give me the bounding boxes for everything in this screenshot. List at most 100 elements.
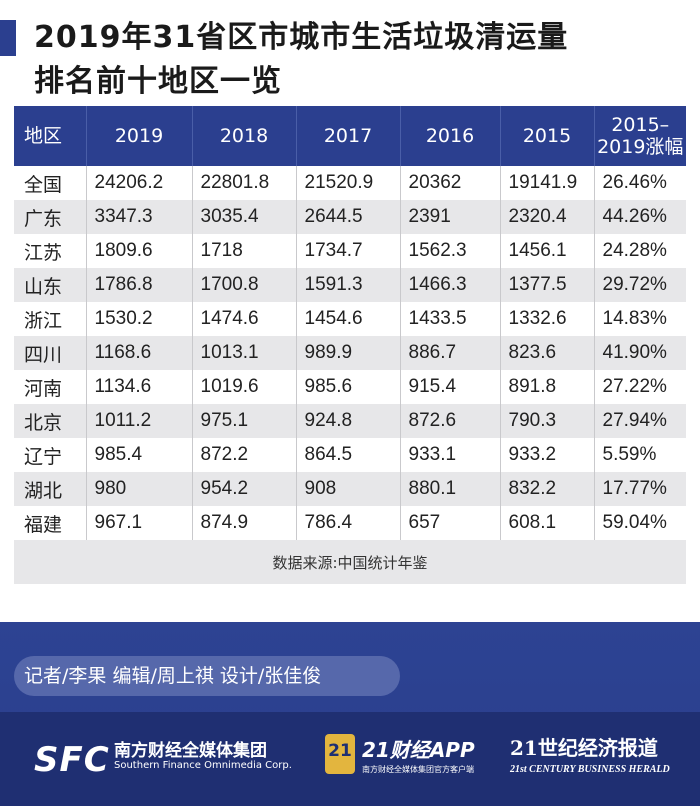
value-cell: 1718 [192, 234, 297, 268]
herald-chinese-name: 21世纪经济报道 [510, 736, 658, 760]
column-header-label: 2018 [219, 125, 269, 147]
sfc-logo: SFC [34, 740, 110, 780]
value-cell: 933.1 [400, 438, 501, 472]
value-cell: 823.6 [500, 336, 595, 370]
page-subtitle: 排名前十地区一览 [34, 64, 282, 99]
column-header: 2016 [400, 106, 501, 166]
column-header: 2015 [500, 106, 595, 166]
page-title: 2019年31省区市城市生活垃圾清运量 [34, 20, 569, 55]
value-cell: 1530.2 [86, 302, 193, 336]
value-cell: 954.2 [192, 472, 297, 506]
value-cell: 1013.1 [192, 336, 297, 370]
value-cell: 21520.9 [296, 166, 401, 200]
value-cell: 3035.4 [192, 200, 297, 234]
value-cell: 1809.6 [86, 234, 193, 268]
value-cell: 967.1 [86, 506, 193, 540]
table-row: 北京 1011.2 975.1 924.8 872.6 790.3 27.94% [14, 404, 686, 438]
value-cell: 1734.7 [296, 234, 401, 268]
value-cell: 26.46% [602, 172, 667, 193]
value-cell: 790.3 [500, 404, 595, 438]
source-row: 数据来源:中国统计年鉴 [14, 540, 686, 584]
value-cell: 891.8 [500, 370, 595, 404]
table-row: 四川 1168.6 1013.1 989.9 886.7 823.6 41.90% [14, 336, 686, 370]
value-cell: 2644.5 [296, 200, 401, 234]
data-table-container: 地区 2019 2018 2017 2016 2015 2015– 2019涨幅 全国 2420… [14, 106, 686, 624]
value-cell: 41.90% [602, 342, 667, 363]
region-cell: 北京 [14, 404, 87, 438]
value-cell: 915.4 [400, 370, 501, 404]
sfc-english-name: Southern Finance Omnimedia Corp. [114, 760, 292, 771]
table-row: 福建 967.1 874.9 786.4 657 608.1 59.04% [14, 506, 686, 540]
value-cell: 44.26% [602, 206, 667, 227]
value-cell: 933.2 [500, 438, 595, 472]
region-cell: 广东 [14, 200, 87, 234]
column-header: 2018 [192, 106, 297, 166]
table-row: 河南 1134.6 1019.6 985.6 915.4 891.8 27.22% [14, 370, 686, 404]
title-area: 2019年31省区市城市生活垃圾清运量 排名前十地区一览 [0, 0, 700, 104]
table-row: 辽宁 985.4 872.2 864.5 933.1 933.2 5.59% [14, 438, 686, 472]
app-subtitle: 南方财经全媒体集团官方客户端 [362, 765, 474, 774]
value-cell: 2391 [400, 200, 501, 234]
value-cell: 1019.6 [192, 370, 297, 404]
herald-english-name: 21st CENTURY BUSINESS HERALD [510, 764, 670, 775]
column-header-label: 2015– [611, 114, 670, 136]
value-cell: 20362 [400, 166, 501, 200]
value-cell: 908 [296, 472, 401, 506]
value-cell: 1168.6 [86, 336, 193, 370]
value-cell: 27.22% [602, 376, 667, 397]
table-row: 江苏 1809.6 1718 1734.7 1562.3 1456.1 24.28% [14, 234, 686, 268]
value-cell: 985.4 [86, 438, 193, 472]
value-cell: 1454.6 [296, 302, 401, 336]
region-cell: 辽宁 [14, 438, 87, 472]
value-cell: 29.72% [602, 274, 667, 295]
value-cell: 985.6 [296, 370, 401, 404]
footer: 记者/李果 编辑/周上祺 设计/张佳俊 SFC 南方财经全媒体集团 Southe… [0, 622, 700, 806]
column-header-label: 2015 [522, 125, 572, 147]
value-cell: 657 [400, 506, 501, 540]
column-header-label: 2016 [425, 125, 475, 147]
column-header-label: 2017 [323, 125, 373, 147]
value-cell: 786.4 [296, 506, 401, 540]
value-cell: 1134.6 [86, 370, 193, 404]
value-cell: 1433.5 [400, 302, 501, 336]
value-cell: 1700.8 [192, 268, 297, 302]
value-cell: 27.94% [602, 410, 667, 431]
column-header: 地区 [14, 106, 87, 166]
value-cell: 1332.6 [500, 302, 595, 336]
table-body: 全国 24206.2 22801.8 21520.9 20362 19141.9 26.46… [14, 166, 686, 584]
app-badge-icon: 21 [325, 734, 355, 774]
value-cell: 59.04% [602, 512, 667, 533]
region-cell: 湖北 [14, 472, 87, 506]
logo-strip: SFC 南方财经全媒体集团 Southern Finance Omnimedia… [0, 712, 700, 806]
value-cell: 5.59% [602, 444, 657, 465]
value-cell: 989.9 [296, 336, 401, 370]
data-table: 地区 2019 2018 2017 2016 2015 2015– 2019涨幅 全国 2420… [14, 106, 686, 584]
column-header-label: 地区 [24, 125, 63, 147]
region-cell: 浙江 [14, 302, 87, 336]
column-header: 2017 [296, 106, 401, 166]
column-header: 2019 [86, 106, 193, 166]
column-header-label: 2019涨幅 [597, 136, 684, 158]
value-cell: 1377.5 [500, 268, 595, 302]
value-cell: 886.7 [400, 336, 501, 370]
region-cell: 河南 [14, 370, 87, 404]
region-cell: 山东 [14, 268, 87, 302]
source-note: 数据来源:中国统计年鉴 [272, 553, 428, 572]
value-cell: 1591.3 [296, 268, 401, 302]
value-cell: 2320.4 [500, 200, 595, 234]
value-cell: 832.2 [500, 472, 595, 506]
value-cell: 608.1 [500, 506, 595, 540]
table-row: 浙江 1530.2 1474.6 1454.6 1433.5 1332.6 14.83% [14, 302, 686, 336]
region-cell: 四川 [14, 336, 87, 370]
region-cell: 福建 [14, 506, 87, 540]
value-cell: 17.77% [602, 478, 667, 499]
value-cell: 1562.3 [400, 234, 501, 268]
value-cell: 975.1 [192, 404, 297, 438]
value-cell: 880.1 [400, 472, 501, 506]
sfc-chinese-name: 南方财经全媒体集团 [114, 741, 267, 761]
credits-pill: 记者/李果 编辑/周上祺 设计/张佳俊 [14, 656, 400, 696]
table-header-row: 地区 2019 2018 2017 2016 2015 2015– 2019涨幅 [14, 106, 686, 166]
table-row: 山东 1786.8 1700.8 1591.3 1466.3 1377.5 29.72% [14, 268, 686, 302]
region-cell: 全国 [14, 166, 87, 200]
value-cell: 14.83% [602, 308, 667, 329]
